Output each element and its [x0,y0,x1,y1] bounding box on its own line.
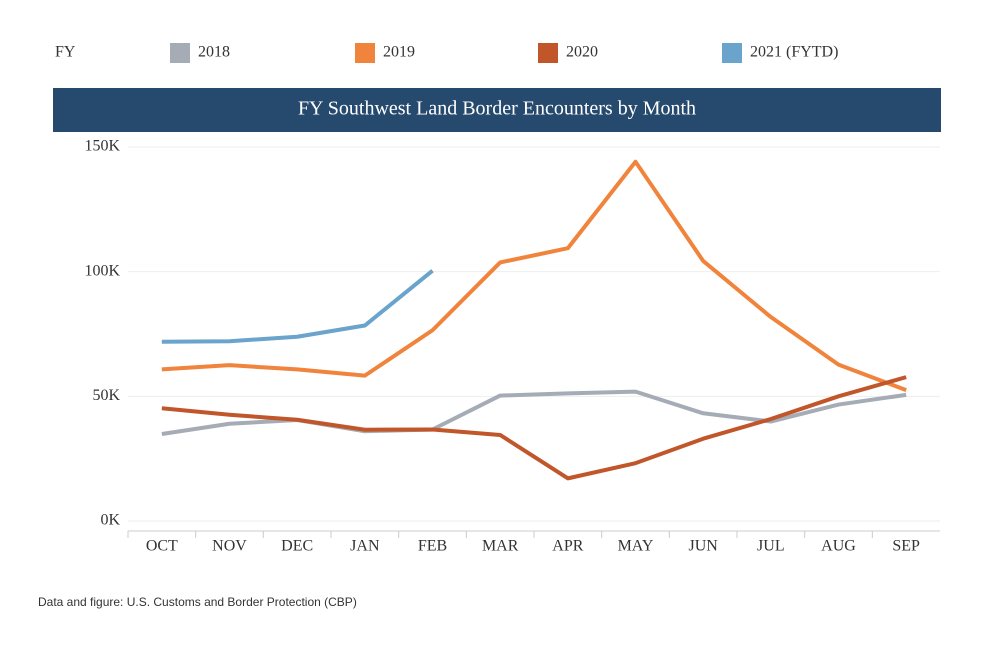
x-tick-label: DEC [281,538,313,555]
x-tick-label: JUL [757,538,785,555]
x-tick-label: FEB [418,538,447,555]
legend-label: 2021 (FYTD) [750,44,838,61]
x-tick-label: JAN [350,538,380,555]
x-tick-label: NOV [212,538,247,555]
title-banner [53,88,941,132]
legend-label: 2019 [383,44,415,61]
line [161,375,907,481]
x-tick-label: OCT [146,538,178,555]
line [161,269,434,344]
source: Data and figure: U.S. Customs and Border… [38,595,357,609]
y-tick-label: 50K [92,387,120,404]
x-tick-label: MAY [618,538,654,555]
y-tick-label: 0K [100,512,120,529]
legend-swatch [538,43,558,63]
x-tick-label: MAR [482,538,519,555]
legend-label: 2018 [198,44,230,61]
y-tick-label: 100K [84,262,120,279]
legend-swatch [722,43,742,63]
x-tick-label: JUN [688,538,718,555]
x-tick-label: APR [552,538,583,555]
x-tick-label: SEP [892,538,920,555]
legend-label: 2020 [566,44,598,61]
y-tick-label: 150K [84,138,120,155]
legend-swatch [170,43,190,63]
legend-title: FY [55,44,76,61]
x-tick-label: AUG [821,538,856,555]
chart-title: FY Southwest Land Border Encounters by M… [298,98,696,120]
legend-swatch [355,43,375,63]
line [161,159,907,392]
